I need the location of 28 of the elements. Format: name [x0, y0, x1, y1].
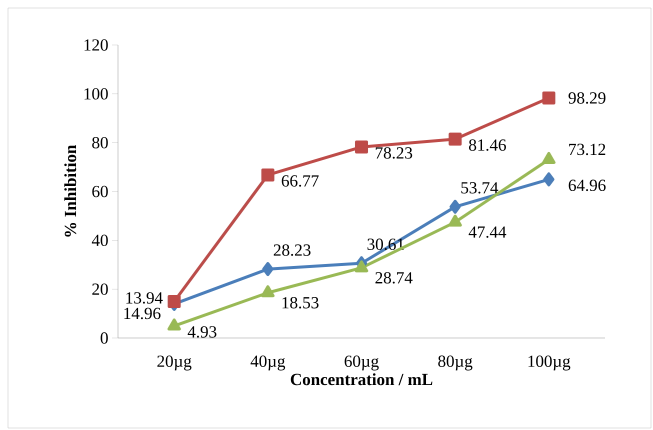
y-tick-label: 60 [92, 186, 108, 198]
x-axis-title: Concentration / mL [290, 373, 432, 386]
y-tick-label: 0 [100, 332, 108, 344]
data-label: 47.44 [468, 226, 506, 238]
data-label: 64.96 [568, 180, 606, 192]
y-tick-label: 100 [84, 88, 108, 100]
data-label: 13.94 [126, 292, 163, 304]
x-tick-label: 60µg [344, 356, 379, 370]
y-axis-title: % Inhibition [64, 144, 76, 237]
data-label: 66.77 [282, 175, 319, 187]
x-tick-label: 20µg [157, 356, 192, 370]
data-label: 98.29 [568, 92, 606, 104]
data-label: 14.96 [124, 308, 160, 320]
data-label: 53.74 [461, 182, 498, 194]
x-tick-label: 40µg [250, 356, 286, 370]
y-tick-label: 40 [92, 234, 108, 246]
y-tick-label: 120 [84, 39, 108, 51]
y-tick-label: 80 [92, 136, 108, 148]
data-label: 73.12 [569, 144, 606, 156]
data-label: 78.23 [376, 147, 412, 159]
y-tick-label: 20 [92, 283, 108, 295]
data-label: 28.23 [274, 244, 311, 256]
data-label: 81.46 [469, 139, 506, 151]
data-label: 4.93 [188, 326, 216, 338]
x-tick-label: 80µg [438, 356, 472, 370]
data-label: 28.74 [375, 272, 413, 284]
data-label: 18.53 [282, 297, 319, 308]
x-tick-label: 100µg [528, 356, 570, 370]
